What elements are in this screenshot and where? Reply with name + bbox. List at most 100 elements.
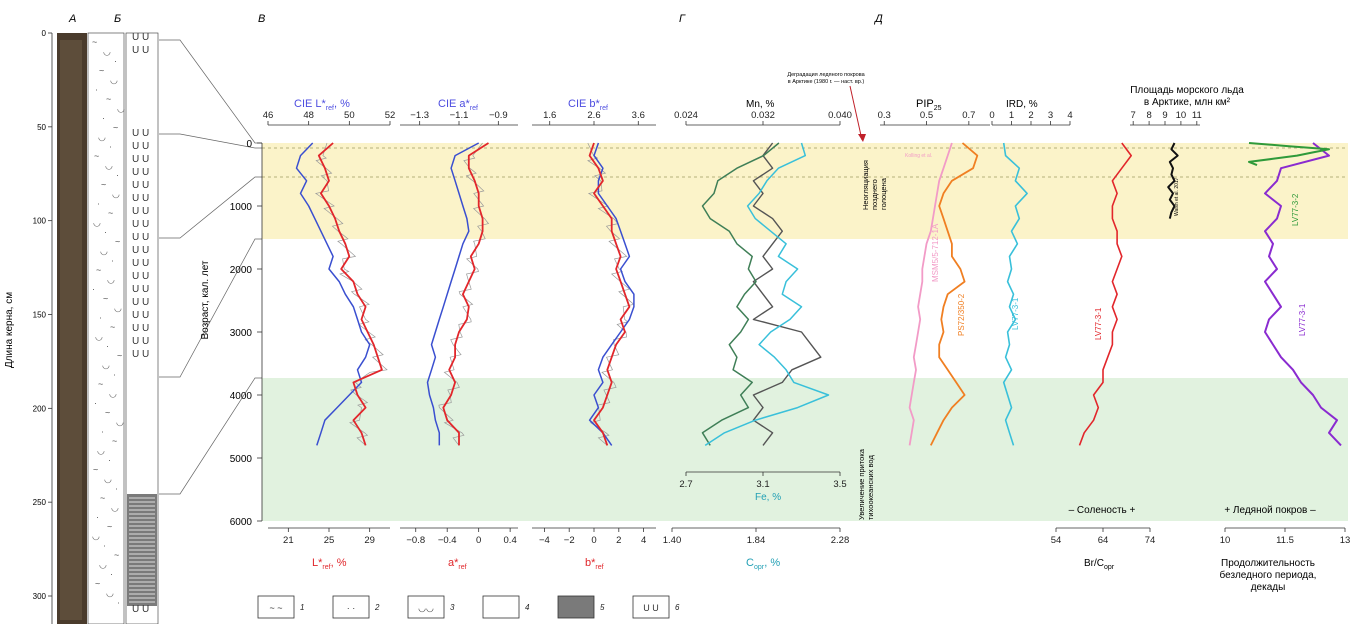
lithology-mark: · <box>97 199 100 209</box>
lithology-mark: ~ <box>98 379 103 389</box>
ab-tick-label: −0.4 <box>438 535 457 546</box>
lithology-mark: ◡ <box>97 446 105 456</box>
lithology-mark: ~ <box>99 66 104 76</box>
top-axes: 46 48 50 52 −1.3 −1.1 −0.9 1.6 2.6 3.6 0.024 0.032 0… <box>263 110 1202 126</box>
fe-tick-label: 3.5 <box>833 479 846 490</box>
L-tick-label: 52 <box>385 110 396 121</box>
lithology-mark: ~ <box>93 465 98 475</box>
age-axis-ticks: 0 1000 2000 3000 4000 5000 6000 <box>230 139 262 528</box>
lithology-mark: · <box>102 113 105 123</box>
panel-letter-a: А <box>68 13 76 25</box>
lithology-mark: ◡ <box>110 75 118 85</box>
age-tick-label: 0 <box>246 139 252 150</box>
legend-swatch <box>557 595 595 619</box>
depth-tick-label: 200 <box>33 404 47 413</box>
depth-axis-label: Длина керна, см <box>4 292 15 368</box>
mn-tick-label: 0.040 <box>828 110 852 121</box>
ird-tick-label: 4 <box>1067 110 1072 121</box>
legend-swatch <box>332 595 370 619</box>
Lb-tick-label: 21 <box>283 535 294 546</box>
corg-tick-label: 2.28 <box>831 535 850 546</box>
lithology-mark: · <box>95 85 98 95</box>
a-tick-label: −1.3 <box>410 110 429 121</box>
uu-mark: U U <box>132 284 149 295</box>
correlation-line <box>159 238 262 378</box>
depth-tick-label: 300 <box>33 592 47 601</box>
correlation-line <box>159 377 262 495</box>
lithology-mark: ~ <box>96 265 101 275</box>
uu-mark: U U <box>132 193 149 204</box>
legend-label: 5 <box>600 603 605 612</box>
lithology-mark: ◡ <box>104 474 112 484</box>
lithology-mark: ◡ <box>98 132 106 142</box>
legend-symbol: · · <box>347 603 356 613</box>
b-blue-line <box>588 142 635 446</box>
sea-ice-title-2: в Арктике, млн км² <box>1144 97 1231 108</box>
lithology-mark: · <box>104 227 107 237</box>
lithology-mark: · <box>103 541 106 551</box>
lithology-mark: ◡ <box>117 104 125 114</box>
lithology-mark: ◡ <box>92 531 100 541</box>
corg-title: Cорг, % <box>746 557 780 571</box>
ird-title: IRD, % <box>1006 99 1038 110</box>
degradation-label-1: Деградация ледяного покрова <box>787 72 865 78</box>
uu-mark: U U <box>132 180 149 191</box>
uu-mark: U U <box>132 141 149 152</box>
cie-L-title: CIE L*ref, % <box>294 98 350 112</box>
age-axis-label: Возраст, кал. лет <box>200 260 211 339</box>
br-tick-label: 74 <box>1145 535 1156 546</box>
ice-tick-label: 11 <box>1192 110 1202 121</box>
ice-cover-label: + Ледяной покров – <box>1224 505 1316 516</box>
L-blue-line <box>295 142 371 446</box>
lithology-mark: ◡ <box>116 417 124 427</box>
L-noise <box>314 142 388 446</box>
data-series <box>295 142 1342 447</box>
br-tick-label: 54 <box>1051 535 1062 546</box>
uu-mark: U U <box>132 232 149 243</box>
panel-letter-b: Б <box>114 13 121 25</box>
ice-free-line <box>1264 142 1342 447</box>
lithology-mark: ~ <box>113 123 118 133</box>
ab-tick-label: −0.8 <box>406 535 425 546</box>
uu-mark: U U <box>132 604 149 615</box>
lithology-mark: ◡ <box>100 246 108 256</box>
lithology-mark: ~ <box>105 408 110 418</box>
age-tick-label: 5000 <box>230 454 253 465</box>
cie-b-title: CIE b*ref <box>568 98 608 112</box>
lv-ice-label: LV77-3-1 <box>1298 303 1307 336</box>
bb-tick-label: 0 <box>591 535 596 546</box>
degradation-arrow-head <box>858 134 866 142</box>
ird-tick-label: 1 <box>1009 110 1014 121</box>
lithology-mark: ◡ <box>111 503 119 513</box>
correlation-line <box>159 176 262 239</box>
lithology-mark: ~ <box>115 237 120 247</box>
a-tick-label: −0.9 <box>489 110 508 121</box>
lithology-mark: ~ <box>101 180 106 190</box>
ird-line <box>1002 142 1028 446</box>
neoglaciation-annotation: Неогляциация позднего голоцена <box>861 160 888 210</box>
bb-tick-label: 4 <box>641 535 646 546</box>
a-red-line <box>442 142 489 446</box>
svg-text:позднего: позднего <box>870 179 879 210</box>
lithology-mark: ◡ <box>103 47 111 57</box>
lithology-mark: · <box>94 398 97 408</box>
corg-line <box>701 142 780 446</box>
legend-label: 1 <box>300 603 304 612</box>
lithology-mark: · <box>110 569 113 579</box>
corg-tick-label: 1.40 <box>663 535 682 546</box>
lithology-mark: · <box>99 313 102 323</box>
uu-mark: U U <box>132 323 149 334</box>
ice-free-title-1: Продолжительность <box>1221 558 1315 569</box>
salinity-label: – Соленость + <box>1069 505 1136 516</box>
lv-br-label: LV77-3-1 <box>1094 307 1103 340</box>
legend-label: 4 <box>525 603 530 612</box>
L-bottom-title: L*ref, % <box>312 557 347 571</box>
lithology-mark: ~ <box>103 294 108 304</box>
lithology-mark: ~ <box>92 37 97 47</box>
L-tick-label: 50 <box>344 110 355 121</box>
lithology-mark: ~ <box>112 436 117 446</box>
bb-tick-label: −2 <box>564 535 575 546</box>
fe-title: Fe, % <box>755 492 781 503</box>
lithology-mark: ◡ <box>95 332 103 342</box>
